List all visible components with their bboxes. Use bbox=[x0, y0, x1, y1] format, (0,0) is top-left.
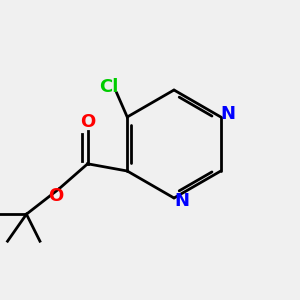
Text: O: O bbox=[80, 113, 95, 131]
Text: O: O bbox=[48, 188, 64, 206]
Text: N: N bbox=[174, 192, 189, 210]
Text: N: N bbox=[221, 105, 236, 123]
Text: Cl: Cl bbox=[100, 78, 119, 96]
